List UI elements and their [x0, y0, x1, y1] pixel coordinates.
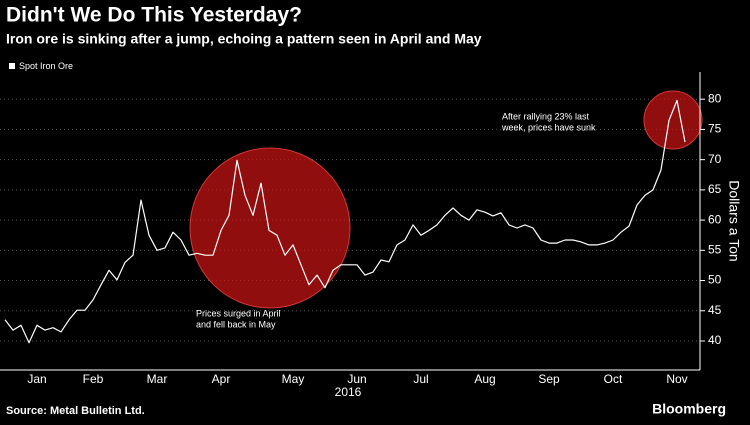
x-tick-label: Sep	[538, 372, 560, 386]
highlight-circle	[189, 147, 351, 309]
y-tick-label: 75	[708, 122, 722, 136]
x-tick-label: Mar	[147, 372, 168, 386]
brand: Bloomberg	[652, 401, 726, 417]
source: Source: Metal Bulletin Ltd.	[6, 405, 145, 417]
annotation: Prices surged in April	[196, 308, 281, 318]
legend-swatch	[9, 63, 15, 69]
line-series	[4, 99, 686, 344]
highlight-circle	[643, 90, 703, 150]
legend-label: Spot Iron Ore	[19, 61, 73, 71]
x-tick-label: Feb	[83, 372, 104, 386]
y-tick-label: 60	[708, 212, 722, 226]
y-tick-label: 65	[708, 182, 722, 196]
x-tick-label: Nov	[666, 372, 687, 386]
x-tick-label: May	[282, 372, 305, 386]
annotation: After rallying 23% last	[502, 111, 590, 121]
x-tick-label: Oct	[604, 372, 623, 386]
chart-subtitle: Iron ore is sinking after a jump, echoin…	[6, 31, 482, 47]
annotation: week, prices have sunk	[501, 122, 596, 132]
y-tick-label: 80	[708, 91, 722, 105]
x-tick-label: Jun	[347, 372, 366, 386]
chart-title: Didn't We Do This Yesterday?	[6, 4, 302, 27]
x-tick-label: Jul	[413, 372, 428, 386]
x-tick-label: Aug	[474, 372, 495, 386]
x-axis-label: 2016	[335, 385, 362, 399]
x-tick-label: Apr	[212, 372, 231, 386]
y-tick-label: 50	[708, 273, 722, 287]
y-tick-label: 55	[708, 242, 722, 256]
y-tick-label: 45	[708, 303, 722, 317]
y-tick-label: 40	[708, 333, 722, 347]
y-axis-label: Dollars a Ton	[726, 180, 742, 261]
x-tick-label: Jan	[27, 372, 46, 386]
y-tick-label: 70	[708, 152, 722, 166]
annotation: and fell back in May	[196, 319, 276, 329]
